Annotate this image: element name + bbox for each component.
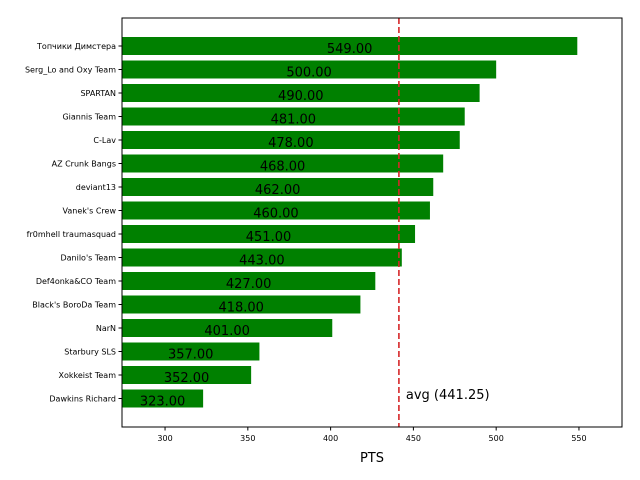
bar [122, 272, 376, 290]
category-label: fr0mhell traumasquad [27, 230, 116, 239]
category-label: Black's BoroDa Team [32, 301, 116, 310]
y-axis-ticks: Топчики Димстера Serg_Lo and Oxy Team SPAR… [25, 42, 122, 404]
category-label: SPARTAN [80, 89, 116, 98]
plot-frame [121, 17, 623, 428]
bar [122, 107, 465, 126]
x-tick-label: 350 [240, 434, 255, 443]
bar-value-label: 460.00 [253, 207, 299, 222]
x-tick-label: 400 [323, 434, 338, 443]
bar-value-label: 357.00 [168, 348, 214, 363]
bar-value-label: 418.00 [218, 301, 264, 316]
category-label: Serg_Lo and Oxy Team [25, 66, 116, 75]
value-labels-layer: 549.00 500.00 490.00 481.00 478.00 468.00 462.… [140, 42, 373, 410]
bar-value-label: 352.00 [164, 371, 210, 386]
bar [122, 131, 460, 149]
category-label: Giannis Team [62, 113, 116, 122]
bar [122, 60, 497, 79]
bar [122, 37, 578, 55]
bar [122, 154, 444, 173]
category-label: Def4onka&CO Team [36, 277, 116, 286]
average-label: avg (441.25) [406, 388, 490, 403]
category-label: Топчики Димстера [36, 42, 116, 51]
bar [122, 342, 260, 361]
bar [122, 366, 252, 384]
bar-value-label: 401.00 [204, 324, 250, 339]
bar-value-label: 549.00 [327, 42, 373, 57]
bar-value-label: 500.00 [286, 66, 332, 81]
category-label: Starbury SLS [64, 348, 116, 357]
category-label: Xokkeist Team [59, 371, 117, 380]
bar [122, 295, 361, 314]
category-label: deviant13 [76, 183, 116, 192]
bar [122, 225, 416, 243]
bar [122, 178, 434, 196]
x-tick-label: 500 [489, 434, 504, 443]
bar-value-label: 490.00 [278, 89, 324, 104]
bar-value-label: 481.00 [271, 113, 317, 128]
bars-layer [122, 37, 578, 408]
bar [122, 84, 480, 102]
bar [122, 201, 430, 220]
bar-value-label: 323.00 [140, 395, 186, 410]
bar-value-label: 451.00 [246, 230, 292, 245]
bar-value-label: 427.00 [226, 277, 272, 292]
category-label: Dawkins Richard [49, 395, 116, 404]
bar-value-label: 478.00 [268, 136, 314, 151]
bar-value-label: 462.00 [255, 183, 301, 198]
x-tick-label: 300 [157, 434, 172, 443]
x-tick-label: 550 [571, 434, 586, 443]
category-label: NarN [96, 324, 116, 333]
category-label: C-Lav [93, 136, 116, 145]
x-tick-label: 450 [406, 434, 421, 443]
bar [122, 389, 204, 408]
bar [122, 248, 402, 267]
x-axis-ticks: 300 350 400 450 500 550 [157, 427, 587, 443]
bar-value-label: 443.00 [239, 254, 285, 269]
x-axis-title: PTS [360, 451, 384, 466]
bar [122, 319, 333, 337]
category-label: Vanek's Crew [63, 207, 117, 216]
category-label: Danilo's Team [60, 254, 116, 263]
category-label: AZ Crunk Bangs [52, 160, 116, 169]
bar-value-label: 468.00 [260, 160, 306, 175]
